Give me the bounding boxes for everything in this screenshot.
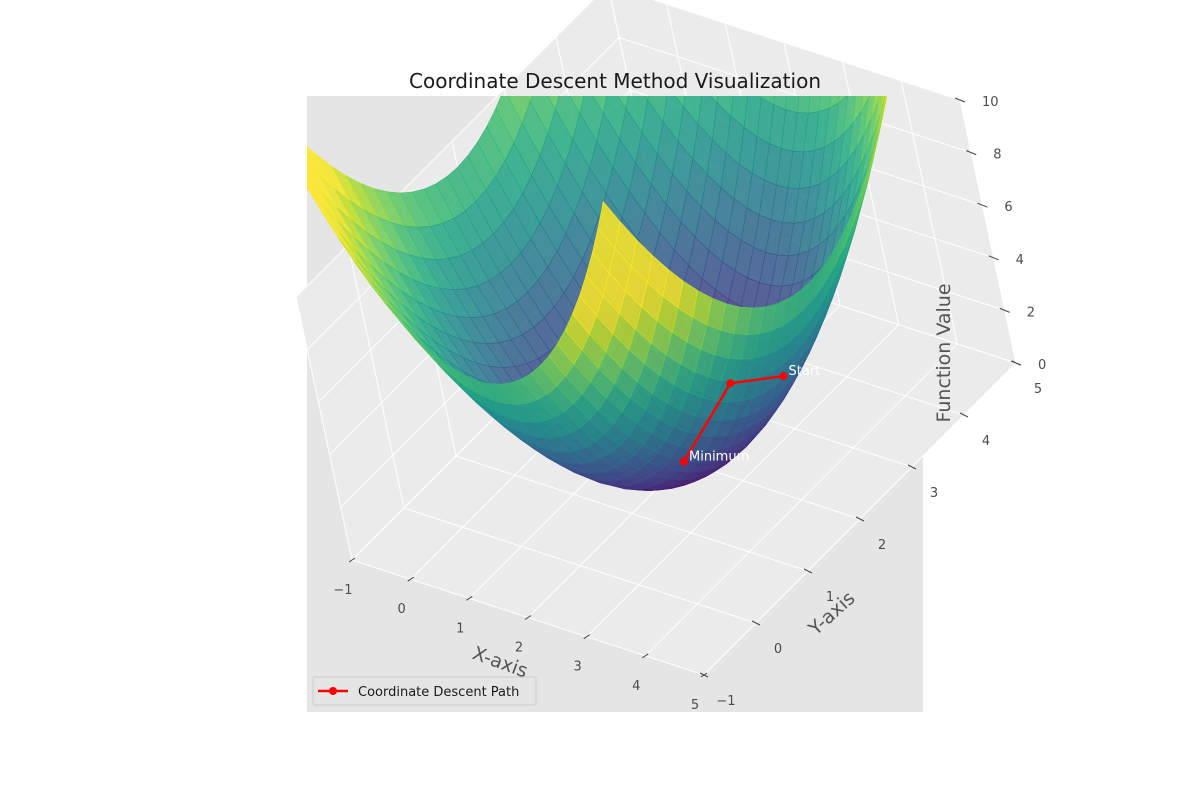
x-tick-mark	[348, 557, 356, 563]
surface-plot	[251, 0, 907, 492]
annotation-label: Minimum	[689, 450, 749, 465]
x-tick-mark	[407, 576, 414, 582]
tick-label: 6	[1004, 200, 1012, 215]
y-tick-mark	[803, 568, 813, 574]
tick-label: 5	[1034, 382, 1042, 397]
y-tick-mark	[751, 620, 761, 626]
z-tick-mark	[988, 255, 999, 261]
tick-label: 4	[632, 679, 640, 694]
tick-label: −1	[333, 583, 352, 598]
surface-patch	[865, 18, 877, 73]
z-tick-mark	[999, 307, 1010, 313]
grid-line-y	[347, 244, 405, 509]
surface-patch	[527, 0, 552, 51]
surface-patch	[894, 0, 904, 4]
y-tick-mark	[907, 464, 917, 470]
tick-label: 1	[826, 590, 834, 605]
grid-line-x	[900, 80, 958, 344]
axis-ticks: −1 0 1 2 3 4 5 −1 0 1 2 3 4 5 0 2 4 6 8 10	[333, 95, 1046, 713]
legend-box	[312, 676, 537, 706]
tick-label: 10	[982, 95, 999, 110]
annotation-label: Start	[789, 364, 821, 379]
grid-line-z	[619, 37, 972, 154]
z-tick-mark	[966, 150, 977, 156]
tick-label: 0	[398, 602, 406, 617]
surface-patch	[892, 6, 902, 67]
grid-line-y	[455, 455, 809, 572]
x-tick-mark	[466, 595, 473, 601]
tick-label: 2	[878, 538, 886, 553]
tick-label: 3	[574, 660, 582, 675]
x-tick-mark	[524, 615, 532, 620]
x-tick-mark	[583, 634, 590, 640]
surface-patch	[526, 96, 533, 103]
z-tick-mark	[954, 97, 966, 103]
surface-patch	[873, 2, 884, 59]
tick-label: −1	[716, 694, 735, 709]
surface-patch	[888, 0, 898, 25]
z-tick-mark	[977, 202, 988, 208]
x-tick-mark	[642, 653, 649, 659]
surface-patch	[269, 121, 304, 173]
z-tick-mark	[1010, 360, 1022, 366]
tick-label: 1	[456, 621, 464, 636]
tick-label: 2	[515, 641, 523, 656]
grid-line-y	[403, 507, 757, 624]
descent-path-point	[726, 379, 735, 388]
surface-patch	[891, 0, 902, 57]
tick-label: 0	[774, 642, 782, 657]
surface-patch	[883, 4, 894, 63]
descent-path-point	[779, 372, 788, 381]
tick-label: 5	[691, 698, 699, 713]
tick-label: 2	[1027, 305, 1035, 320]
surface-patch	[896, 0, 906, 21]
surface-patch	[597, 200, 621, 250]
grid-line-x	[959, 99, 1017, 364]
surface-patch	[251, 87, 286, 141]
z-axis-label: Function Value	[933, 283, 955, 422]
y-tick-mark	[959, 412, 969, 418]
y-tick-mark	[855, 516, 865, 522]
surface-patch	[890, 0, 901, 43]
legend-marker	[329, 687, 337, 695]
surface-patch	[885, 21, 896, 80]
descent-path: Start Minimum	[680, 364, 821, 466]
descent-path-point	[680, 457, 688, 466]
tick-label: 4	[982, 434, 990, 449]
grid-line-z	[652, 0, 961, 101]
tick-label: 4	[1016, 253, 1024, 268]
surface-patch	[881, 0, 892, 43]
grid-line-y	[295, 296, 353, 561]
tick-label: 8	[993, 148, 1001, 163]
legend-label: Coordinate Descent Path	[358, 685, 519, 700]
legend: Coordinate Descent Path	[312, 676, 537, 706]
surface-patch	[897, 0, 907, 33]
surface-patch	[268, 107, 303, 159]
chart-title: Coordinate Descent Method Visualization	[409, 69, 821, 93]
surface-patch	[533, 0, 557, 23]
tick-label: 0	[1038, 358, 1046, 373]
y-tick-mark	[699, 672, 709, 678]
tick-label: 3	[930, 486, 938, 501]
